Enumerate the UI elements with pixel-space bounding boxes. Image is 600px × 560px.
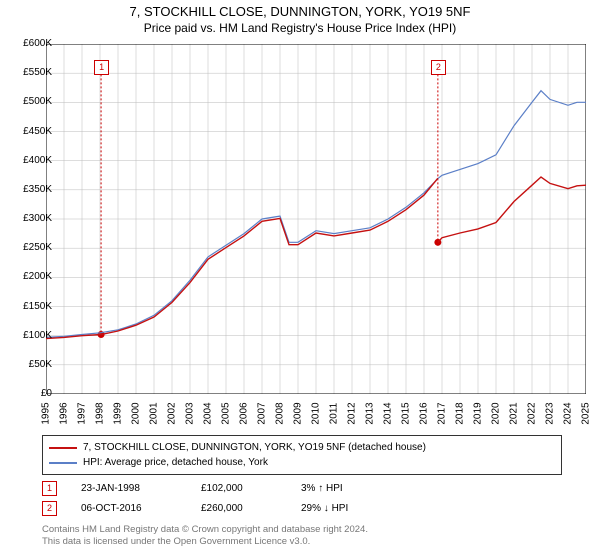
chart-marker-box: 1	[94, 60, 109, 75]
y-axis-label: £50K	[10, 359, 52, 370]
x-axis-label: 2020	[491, 399, 502, 429]
y-axis-label: £0	[10, 388, 52, 399]
sale-price: £102,000	[201, 483, 301, 494]
footer-attribution: Contains HM Land Registry data © Crown c…	[42, 524, 368, 549]
sale-date: 23-JAN-1998	[81, 483, 201, 494]
x-axis-label: 1996	[59, 399, 70, 429]
legend: 7, STOCKHILL CLOSE, DUNNINGTON, YORK, YO…	[42, 435, 562, 475]
y-axis-label: £200K	[10, 271, 52, 282]
x-axis-label: 2023	[545, 399, 556, 429]
y-axis-label: £350K	[10, 184, 52, 195]
x-axis-label: 2022	[527, 399, 538, 429]
x-axis-label: 2025	[581, 399, 592, 429]
x-axis-label: 2005	[221, 399, 232, 429]
x-axis-label: 2001	[149, 399, 160, 429]
legend-swatch	[49, 462, 77, 464]
footer-line: Contains HM Land Registry data © Crown c…	[42, 524, 368, 536]
x-axis-label: 1997	[77, 399, 88, 429]
chart-marker-box: 2	[431, 60, 446, 75]
sale-marker-icon: 2	[42, 501, 57, 516]
x-axis-label: 2010	[311, 399, 322, 429]
sales-table: 1 23-JAN-1998 £102,000 3% ↑ HPI 2 06-OCT…	[42, 478, 562, 518]
sale-marker-icon: 1	[42, 481, 57, 496]
sale-price: £260,000	[201, 503, 301, 514]
sale-date: 06-OCT-2016	[81, 503, 201, 514]
x-axis-label: 1998	[95, 399, 106, 429]
y-axis-label: £150K	[10, 301, 52, 312]
x-axis-label: 2013	[365, 399, 376, 429]
sale-diff: 29% ↓ HPI	[301, 503, 401, 514]
x-axis-label: 1995	[41, 399, 52, 429]
y-axis-label: £450K	[10, 126, 52, 137]
y-axis-label: £100K	[10, 330, 52, 341]
x-axis-label: 2003	[185, 399, 196, 429]
x-axis-label: 2018	[455, 399, 466, 429]
x-axis-label: 1999	[113, 399, 124, 429]
y-axis-label: £250K	[10, 242, 52, 253]
x-axis-label: 2024	[563, 399, 574, 429]
legend-swatch	[49, 447, 77, 449]
y-axis-label: £550K	[10, 67, 52, 78]
x-axis-label: 2012	[347, 399, 358, 429]
sale-diff: 3% ↑ HPI	[301, 483, 401, 494]
y-axis-label: £500K	[10, 96, 52, 107]
legend-label: 7, STOCKHILL CLOSE, DUNNINGTON, YORK, YO…	[83, 442, 426, 453]
price-chart	[46, 44, 586, 394]
x-axis-label: 2015	[401, 399, 412, 429]
footer-line: This data is licensed under the Open Gov…	[42, 536, 368, 548]
x-axis-label: 2007	[257, 399, 268, 429]
y-axis-label: £300K	[10, 213, 52, 224]
sale-row: 2 06-OCT-2016 £260,000 29% ↓ HPI	[42, 498, 562, 518]
x-axis-label: 2000	[131, 399, 142, 429]
sale-row: 1 23-JAN-1998 £102,000 3% ↑ HPI	[42, 478, 562, 498]
y-axis-label: £400K	[10, 155, 52, 166]
x-axis-label: 2017	[437, 399, 448, 429]
y-axis-label: £600K	[10, 38, 52, 49]
x-axis-label: 2014	[383, 399, 394, 429]
x-axis-label: 2006	[239, 399, 250, 429]
x-axis-label: 2016	[419, 399, 430, 429]
x-axis-label: 2021	[509, 399, 520, 429]
x-axis-label: 2011	[329, 399, 340, 429]
x-axis-label: 2002	[167, 399, 178, 429]
chart-title-sub: Price paid vs. HM Land Registry's House …	[0, 21, 600, 35]
chart-title-main: 7, STOCKHILL CLOSE, DUNNINGTON, YORK, YO…	[0, 4, 600, 19]
x-axis-label: 2009	[293, 399, 304, 429]
legend-row: HPI: Average price, detached house, York	[49, 455, 555, 470]
legend-row: 7, STOCKHILL CLOSE, DUNNINGTON, YORK, YO…	[49, 440, 555, 455]
x-axis-label: 2004	[203, 399, 214, 429]
x-axis-label: 2008	[275, 399, 286, 429]
x-axis-label: 2019	[473, 399, 484, 429]
legend-label: HPI: Average price, detached house, York	[83, 457, 268, 468]
